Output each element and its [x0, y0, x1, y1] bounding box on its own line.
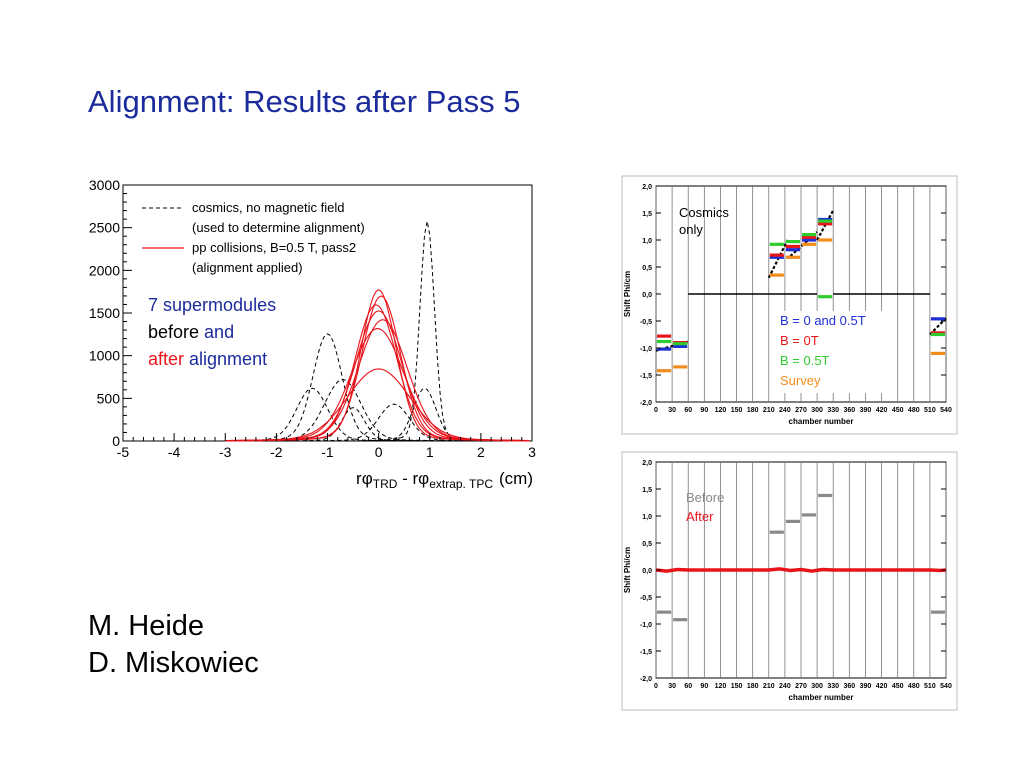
annotation-supermodules: 7 supermodules	[148, 295, 276, 315]
author-2: D. Miskowiec	[88, 647, 259, 679]
x-tick-label: 3	[528, 444, 536, 460]
cosmics-curve	[225, 333, 530, 442]
annotation-and: and	[204, 322, 234, 342]
annotation-line2: before and	[148, 322, 234, 342]
x-tick-label: -3	[219, 444, 232, 460]
pp-collision-curve	[225, 304, 530, 442]
cosmics-curve	[225, 378, 530, 442]
x-tick-label: 0	[375, 444, 383, 460]
hist-annotation: 7 supermodules before and after alignmen…	[148, 295, 276, 369]
legend-label-cosmics-2: (used to determine alignment)	[192, 220, 365, 235]
y-tick-label: 1500	[89, 305, 120, 321]
x-tick-label: 1	[426, 444, 434, 460]
y-tick-label: 2000	[89, 262, 120, 278]
xlabel-mid: - rφ	[397, 469, 429, 488]
y-tick-label: 1000	[89, 348, 120, 364]
annotation-alignment: alignment	[189, 349, 267, 369]
x-tick-label: 2	[477, 444, 485, 460]
annotation-line3: after alignment	[148, 349, 267, 369]
xlabel-main: rφ	[356, 469, 373, 488]
legend-label-cosmics-1: cosmics, no magnetic field	[192, 200, 344, 215]
annotation-before: before	[148, 322, 204, 342]
y-tick-label: 500	[97, 390, 121, 406]
pp-collision-curve	[225, 295, 530, 442]
xlabel-sub-trd: TRD	[373, 477, 398, 491]
xlabel-sub-tpc: extrap. TPC	[429, 477, 493, 491]
hist-x-axis-label: rφTRD - rφextrap. TPC (cm)	[356, 469, 533, 491]
xlabel-unit: (cm)	[499, 469, 533, 488]
pp-collision-curve	[225, 328, 530, 442]
legend-label-pp-1: pp collisions, B=0.5 T, pass2	[192, 240, 356, 255]
cosmics-curve	[225, 407, 530, 442]
cosmics-curve	[225, 387, 530, 442]
x-tick-label: -5	[117, 444, 130, 460]
slide-title: Alignment: Results after Pass 5	[88, 84, 521, 119]
x-tick-label: -2	[270, 444, 283, 460]
cosmics-curve	[225, 403, 530, 442]
cosmics-curve	[225, 387, 530, 442]
legend-label-pp-2: (alignment applied)	[192, 260, 303, 275]
y-tick-label: 3000	[89, 177, 120, 193]
y-tick-label: 2500	[89, 220, 120, 236]
x-tick-label: -1	[321, 444, 334, 460]
hist-legend: cosmics, no magnetic field (used to dete…	[142, 200, 365, 275]
pp-collision-curve	[225, 319, 530, 442]
author-1: M. Heide	[88, 610, 205, 642]
authors: M. Heide D. Miskowiec	[88, 608, 259, 682]
x-tick-label: -4	[168, 444, 181, 460]
pp-collision-curve	[225, 310, 530, 442]
y-tick-label: 0	[112, 433, 120, 449]
annotation-after: after	[148, 349, 189, 369]
